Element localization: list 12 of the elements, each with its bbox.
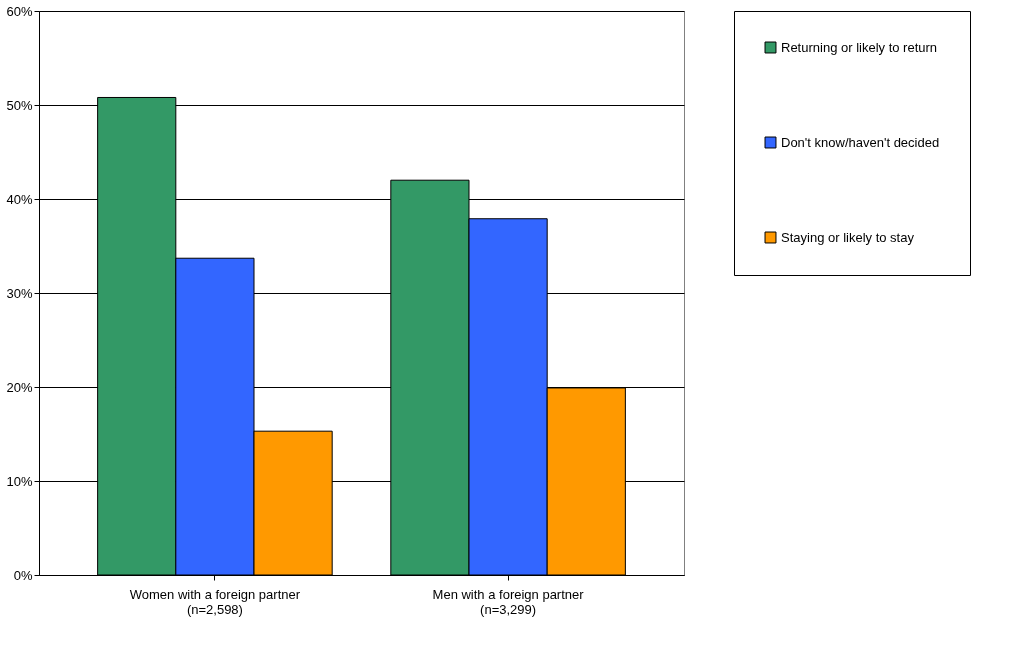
legend-label: Staying or likely to stay [781, 229, 915, 245]
y-tick-label: 0% [13, 567, 33, 583]
legend-label: Don't know/haven't decided [781, 134, 940, 150]
y-tick-label: 30% [6, 285, 33, 301]
x-tick-label: Women with a foreign partner (n=2,598) [129, 586, 301, 617]
y-tick-label: 50% [6, 97, 33, 113]
y-tick-label: 10% [6, 473, 33, 489]
legend-label: Returning or likely to return [781, 39, 938, 55]
x-tick-label: Men with a foreign partner (n=3,299) [432, 586, 585, 617]
y-tick-label: 40% [6, 191, 33, 207]
y-tick-label: 20% [6, 379, 33, 395]
y-tick-label: 60% [6, 3, 33, 19]
